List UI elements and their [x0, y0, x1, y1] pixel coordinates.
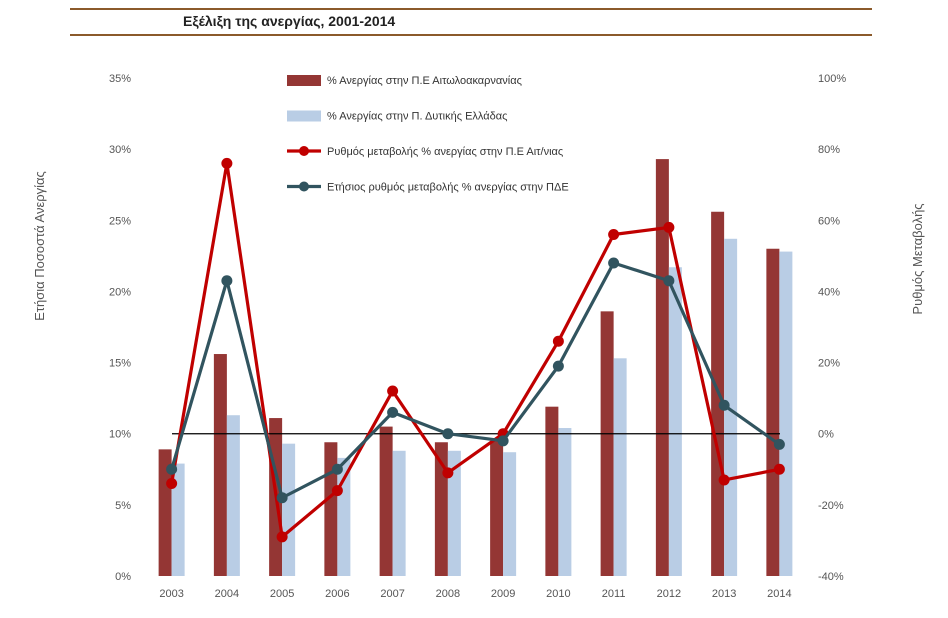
x-tick-label: 2009	[491, 588, 515, 600]
axes-layer: 0% 5% 10% 15% 20% 25% 30% 35% -40% -20% 0% 20% 40% 60…	[109, 73, 846, 600]
x-tick-label: 2011	[602, 588, 626, 600]
bar-western-greece	[558, 428, 572, 576]
x-tick-label: 2005	[270, 588, 294, 600]
chart-title: Εξέλιξη της ανεργίας, 2001-2014	[183, 13, 396, 29]
bar-aitoloakarnania	[600, 311, 614, 576]
y-tick-label: 35%	[109, 73, 131, 85]
y2-tick-label: 60%	[818, 215, 840, 227]
y-tick-label: 20%	[109, 286, 131, 298]
x-tick-label: 2006	[325, 588, 349, 600]
series-line-aitoloakarnania-change	[170, 161, 780, 539]
bar-aitoloakarnania	[545, 406, 559, 576]
title-rule-bottom	[70, 34, 872, 36]
y2-tick-label: 40%	[818, 286, 840, 298]
series-point-pde-change	[166, 463, 178, 475]
bar-western-greece	[668, 267, 682, 576]
x-tick-label: 2007	[380, 588, 404, 600]
bar-aitoloakarnania	[490, 440, 504, 576]
series-point-pde-change	[663, 275, 675, 287]
series-point-pde-change	[718, 399, 730, 411]
y2-tick-label: -40%	[818, 571, 844, 583]
bar-aitoloakarnania	[213, 354, 227, 576]
legend-label: % Ανεργίας στην Π. Δυτικής Ελλάδας	[327, 111, 507, 123]
bar-aitoloakarnania	[324, 442, 338, 576]
series-point-aitoloakarnania-change	[387, 385, 399, 397]
y-tick-label: 10%	[109, 429, 131, 441]
y2-tick-label: 20%	[818, 358, 840, 370]
legend: % Ανεργίας στην Π.Ε Αιτωλοακαρνανίας % Αν…	[287, 75, 569, 194]
y-tick-label: 25%	[109, 215, 131, 227]
legend-label: Ρυθμός μεταβολής % ανεργίας στην Π.Ε Αιτ…	[327, 146, 563, 158]
x-tick-label: 2012	[657, 588, 681, 600]
series-point-pde-change	[552, 360, 564, 372]
legend-swatch-bar	[287, 75, 321, 86]
x-tick-label: 2008	[436, 588, 460, 600]
bar-western-greece	[724, 238, 738, 577]
x-tick-label: 2013	[712, 588, 736, 600]
bar-western-greece	[447, 450, 461, 576]
y2-axis-title: Ρυθμός Μεταβολής	[910, 203, 925, 314]
x-tick-label: 2010	[546, 588, 570, 600]
lines-layer	[166, 157, 785, 543]
bars-layer	[158, 159, 793, 577]
series-point-aitoloakarnania-change	[221, 157, 233, 169]
y-tick-label: 30%	[109, 144, 131, 156]
bar-western-greece	[613, 358, 627, 576]
bar-aitoloakarnania	[766, 248, 780, 576]
series-point-aitoloakarnania-change	[442, 467, 454, 479]
x-tick-label: 2003	[159, 588, 183, 600]
legend-swatch-marker	[299, 146, 309, 156]
y-tick-label: 0%	[115, 571, 131, 583]
y2-tick-label: 80%	[818, 144, 840, 156]
x-tick-label: 2014	[767, 588, 791, 600]
series-line-pde-change	[170, 261, 781, 500]
bar-aitoloakarnania	[655, 159, 669, 577]
bar-western-greece	[779, 251, 793, 577]
legend-label: % Ανεργίας στην Π.Ε Αιτωλοακαρνανίας	[327, 75, 522, 87]
series-point-pde-change	[387, 406, 399, 418]
bar-western-greece	[226, 415, 240, 576]
y2-tick-label: 100%	[818, 73, 846, 85]
bar-western-greece	[392, 450, 406, 576]
y2-tick-label: -20%	[818, 500, 844, 512]
y-tick-label: 15%	[109, 358, 131, 370]
series-point-pde-change	[773, 438, 785, 450]
x-tick-label: 2004	[215, 588, 239, 600]
bar-aitoloakarnania	[379, 426, 393, 576]
series-point-pde-change	[497, 435, 509, 447]
y2-tick-label: 0%	[818, 429, 834, 441]
series-point-pde-change	[442, 428, 454, 440]
bar-western-greece	[282, 443, 296, 576]
bar-western-greece	[503, 452, 517, 576]
series-point-pde-change	[221, 275, 233, 287]
legend-label: Ετήσιος ρυθμός μεταβολής % ανεργίας στην…	[327, 182, 569, 194]
y-tick-label: 5%	[115, 500, 131, 512]
legend-swatch-marker	[299, 181, 309, 192]
series-point-pde-change	[608, 257, 620, 269]
series-point-aitoloakarnania-change	[276, 531, 288, 543]
bar-western-greece	[171, 463, 185, 576]
series-point-aitoloakarnania-change	[331, 485, 343, 497]
series-point-aitoloakarnania-change	[166, 478, 178, 490]
series-point-aitoloakarnania-change	[552, 335, 564, 347]
series-point-aitoloakarnania-change	[718, 474, 730, 486]
series-point-aitoloakarnania-change	[608, 229, 620, 241]
series-point-pde-change	[276, 492, 288, 504]
y-axis-title: Ετήσια Ποσοστά Ανεργίας	[32, 171, 47, 321]
series-point-aitoloakarnania-change	[663, 221, 675, 233]
legend-swatch-bar	[287, 110, 321, 122]
series-point-aitoloakarnania-change	[773, 463, 785, 475]
title-rule-top	[70, 8, 872, 10]
series-point-pde-change	[331, 463, 343, 475]
